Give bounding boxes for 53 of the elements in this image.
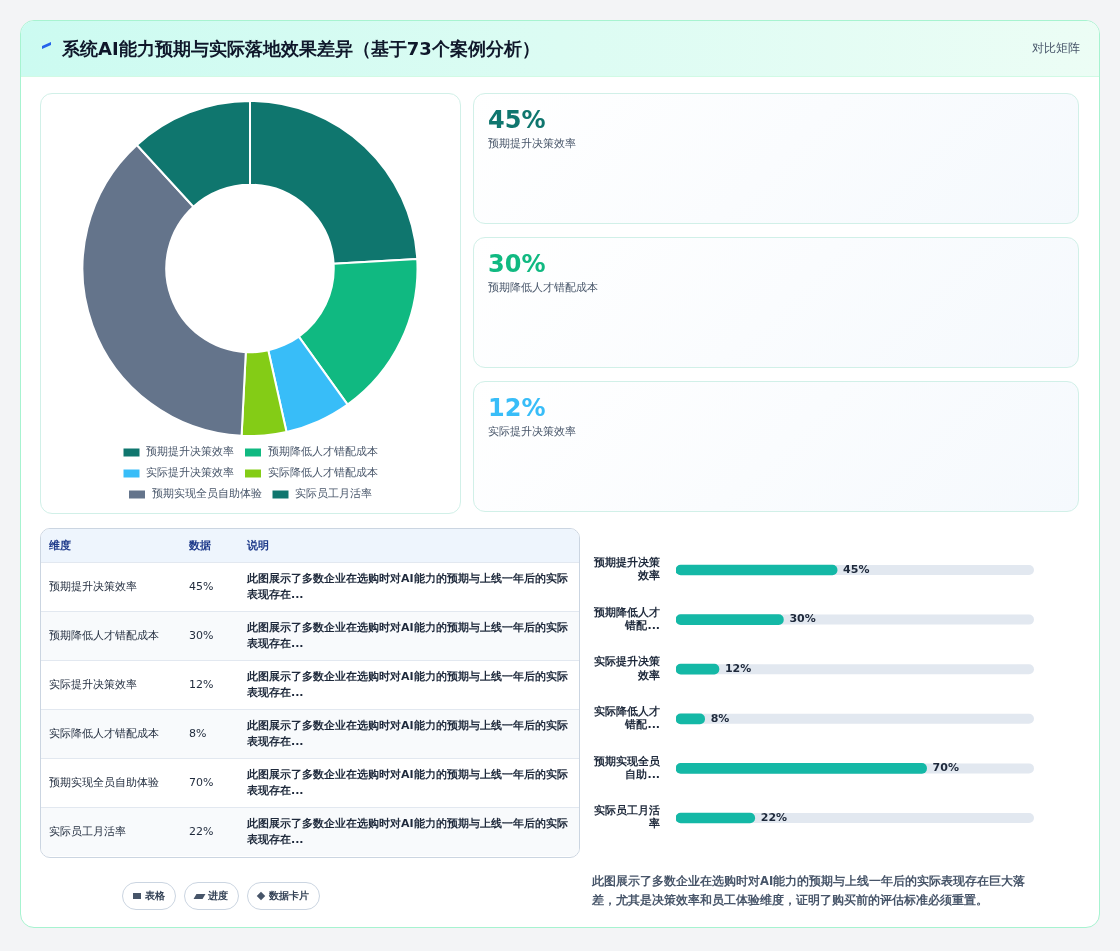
y-tick-label: 实际提升决策效率: [594, 655, 661, 682]
legend-label: 预期提升决策效率: [146, 445, 234, 459]
text: 12%: [188, 676, 215, 693]
text: 预期降低人才错配成本: [488, 280, 599, 295]
legend-label: 实际员工月活率: [295, 487, 372, 501]
bar: [676, 663, 720, 675]
y-tick-label: 预期实现全员自助...: [593, 754, 661, 781]
text: 30%: [188, 627, 215, 644]
text: 12%: [488, 394, 547, 422]
text: 此图展示了多数企业在选购时对AI能力的预期与上线一年后的实际表现存在...: [246, 668, 569, 701]
text: 预期实现全员自助体验: [48, 774, 160, 791]
text: 此图展示了多数企业在选购时对AI能力的预期与上线一年后的实际表现存在...: [246, 717, 569, 750]
data-label: 70%: [932, 761, 959, 775]
text: 70%: [188, 774, 215, 791]
text: 预期提升决策效率: [488, 136, 577, 151]
text: 系统AI能力预期与实际落地效果差异（基于73个案例分析）: [62, 37, 540, 61]
legend-label: 预期降低人才错配成本: [267, 445, 378, 459]
text: 实际员工月活率: [48, 823, 127, 840]
y-tick-label: 预期提升决策效率: [593, 556, 661, 583]
text: 30%: [488, 250, 547, 278]
text: 8%: [188, 725, 208, 742]
text: 45%: [488, 106, 547, 134]
text: 22%: [188, 823, 215, 840]
text: 实际提升决策效率: [48, 676, 138, 693]
text: 数据: [188, 537, 212, 554]
text: 此图展示了多数企业在选购时对AI能力的预期与上线一年后的实际表现存在...: [246, 619, 569, 652]
text: 预期降低人才错配成本: [48, 627, 160, 644]
text: 此图展示了多数企业在选购时对AI能力的预期与上线一年后的实际表现存在...: [246, 570, 569, 603]
text: 此图展示了多数企业在选购时对AI能力的预期与上线一年后的实际表现存在...: [246, 766, 569, 799]
text: 此图展示了多数企业在选购时对AI能力的预期与上线一年后的实际表现存在巨大落差，尤其是决策效率和员工体验维度，证明了购买前的评估标准必须重置。: [592, 873, 1027, 909]
text: 实际降低人才错配成本: [48, 725, 160, 742]
legend-label: 预期实现全员自助体验: [151, 487, 262, 501]
y-tick-label: 实际降低人才错配...: [594, 705, 660, 732]
bar: [676, 812, 756, 824]
text: 实际提升决策效率: [488, 424, 577, 439]
text: 对比矩阵: [1032, 40, 1080, 57]
data-label: 30%: [789, 612, 816, 626]
data-label: 45%: [843, 562, 870, 576]
data-label: 22%: [760, 810, 788, 824]
text: 维度: [48, 537, 72, 554]
data-label: 8%: [710, 711, 730, 725]
text: 此图展示了多数企业在选购时对AI能力的预期与上线一年后的实际表现存在...: [246, 815, 569, 848]
y-tick-label: 实际员工月活率: [594, 804, 660, 831]
text: 数据卡片: [247, 882, 320, 910]
text: 说明: [246, 537, 270, 554]
text: 进度: [184, 882, 239, 910]
text: 45%: [188, 578, 215, 595]
data-label: 12%: [724, 662, 752, 676]
text: 预期提升决策效率: [48, 578, 138, 595]
y-tick-label: 预期降低人才错配...: [593, 605, 660, 633]
text: 表格: [122, 882, 176, 910]
legend-label: 实际降低人才错配成本: [267, 466, 378, 480]
legend-label: 实际提升决策效率: [146, 466, 234, 480]
